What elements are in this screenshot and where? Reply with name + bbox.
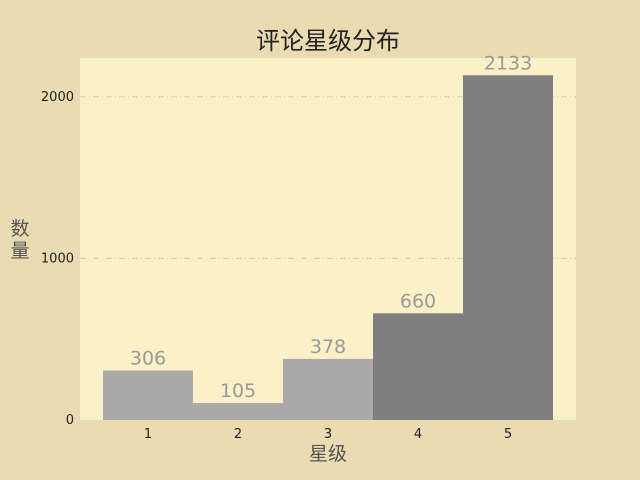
y-tick-labels: 0 1000 2000 xyxy=(41,90,74,428)
bars xyxy=(103,75,553,420)
data-label-2: 105 xyxy=(220,380,256,402)
data-labels: 306 105 378 660 2133 xyxy=(130,52,532,402)
bar-1 xyxy=(103,370,193,420)
x-tick-label-2: 2 xyxy=(234,427,242,442)
y-axis-label: 数量 xyxy=(10,218,29,262)
x-tick-label-4: 4 xyxy=(414,427,422,442)
data-label-3: 378 xyxy=(310,336,346,358)
x-axis-label: 星级 xyxy=(309,443,347,465)
bar-3 xyxy=(283,358,373,420)
data-label-4: 660 xyxy=(400,290,436,312)
y-tick-label: 0 xyxy=(66,413,74,428)
y-tick-label: 1000 xyxy=(41,251,74,266)
chart-title: 评论星级分布 xyxy=(256,27,400,55)
x-tick-label-1: 1 xyxy=(144,427,152,442)
y-tick-label: 2000 xyxy=(41,90,74,105)
bar-5 xyxy=(463,75,553,420)
gridlines xyxy=(80,96,576,259)
data-label-5: 2133 xyxy=(484,52,532,74)
bar-2 xyxy=(193,403,283,420)
x-tick-label-5: 5 xyxy=(504,427,512,442)
data-label-1: 306 xyxy=(130,348,166,370)
x-tick-label-3: 3 xyxy=(324,427,332,442)
bar-4 xyxy=(373,313,463,420)
x-tick-labels: 1 2 3 4 5 xyxy=(144,427,512,442)
